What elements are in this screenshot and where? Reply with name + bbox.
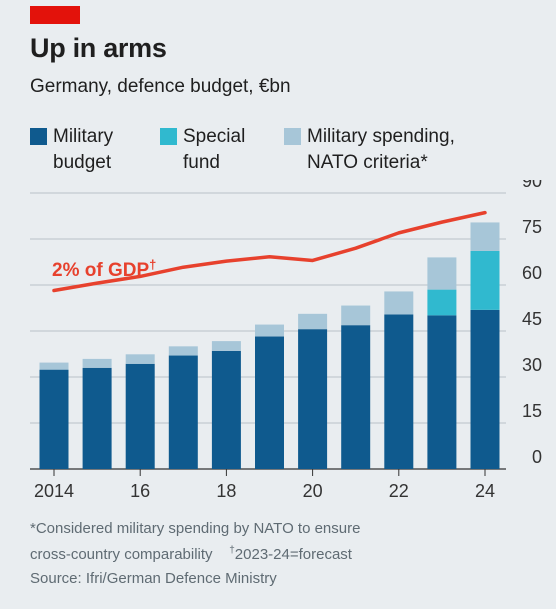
gdp-line-dagger: † [149,257,156,272]
bar-military-budget [341,325,371,469]
bar-nato-criteria [39,362,69,370]
x-tick-label: 22 [389,481,409,501]
bar-military-budget [427,315,457,469]
bar-special-fund [470,250,500,310]
footnote-forecast: 2023-24=forecast [234,546,352,563]
bar-nato-criteria [255,324,284,337]
bar-military-budget [211,350,241,469]
y-tick-label: 15 [522,401,542,421]
bar-military-budget [384,314,414,469]
legend: Military budget Special fund Military sp… [30,124,550,184]
legend-label-nato-criteria: Military spending, NATO criteria* [307,126,455,173]
bar-military-budget [82,367,112,469]
x-tick-label: 16 [130,481,150,501]
gdp-line [52,210,487,293]
bar-special-fund [427,289,457,316]
bar-nato-criteria [384,291,414,315]
legend-swatch-military-budget [30,128,47,145]
footnote-dagger: † [229,545,235,556]
bar-nato-criteria [211,341,241,351]
y-tick-label: 45 [522,309,542,329]
y-tick-label: 60 [522,263,542,283]
bar-nato-criteria [427,257,457,290]
bar-nato-criteria [125,354,155,364]
bar-military-budget [125,363,155,469]
bar-nato-criteria [82,358,112,368]
bar-military-budget [298,329,328,469]
y-tick-label: 75 [522,217,542,237]
brand-tag [30,6,80,24]
chart-title: Up in arms [30,33,167,63]
legend-label-military-budget: Military budget [53,126,114,173]
y-tick-label: 90 [522,180,542,191]
gdp-line-label: 2% of GDP† [52,257,156,281]
legend-swatch-nato-criteria [284,128,301,145]
footnote-comparability: cross-country comparability [30,546,213,563]
chart-subtitle: Germany, defence budget, €bn [30,76,291,97]
x-tick-label: 24 [475,481,495,501]
bar-military-budget [255,336,284,469]
bar-nato-criteria [298,313,328,330]
legend-label-special-fund: Special fund [183,126,246,173]
bar-nato-criteria [470,222,500,251]
bar-military-budget [168,355,198,469]
y-tick-label: 0 [532,447,542,467]
bar-military-budget [470,309,500,469]
bar-military-budget [39,369,69,469]
footnote-line-2: cross-country comparability †2023-24=for… [30,545,352,563]
bar-nato-criteria [168,346,198,356]
footnote-source: Source: Ifri/German Defence Ministry [30,570,277,587]
x-tick-label: 20 [303,481,323,501]
x-tick-label: 18 [216,481,236,501]
footnote-line-1: *Considered military spending by NATO to… [30,520,361,537]
bar-chart: 0 15 30 45 60 75 90 2014 16 18 20 22 24 2% of GDP† [30,180,542,501]
legend-swatch-special-fund [160,128,177,145]
x-tick-label: 2014 [34,481,74,501]
bar-nato-criteria [341,305,371,326]
y-tick-label: 30 [522,355,542,375]
